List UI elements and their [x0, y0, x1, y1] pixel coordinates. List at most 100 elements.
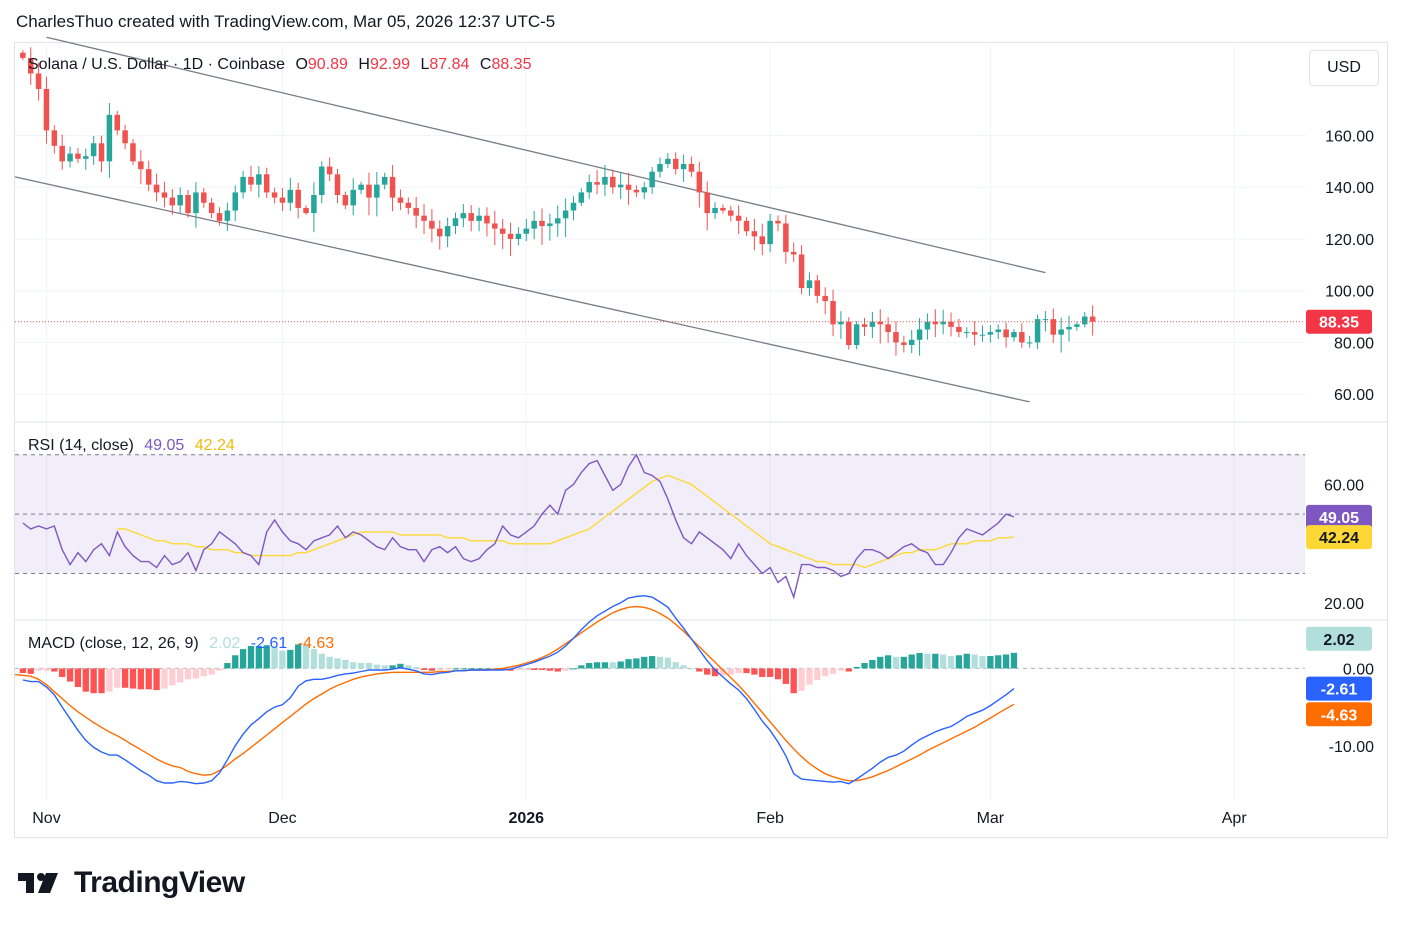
- macd-histogram-bar: [342, 659, 349, 669]
- macd-histogram-bar: [224, 663, 231, 669]
- macd-histogram-bar: [877, 656, 884, 669]
- candle-body: [130, 143, 136, 162]
- candle-body: [279, 197, 286, 203]
- candle-body: [67, 153, 73, 162]
- candle-body: [720, 207, 726, 211]
- candle-body: [696, 171, 703, 193]
- attribution-header: CharlesThuo created with TradingView.com…: [16, 12, 556, 31]
- macd-histogram-bar: [861, 663, 868, 669]
- macd-histogram-bar: [121, 668, 129, 688]
- x-tick-label: Apr: [1222, 810, 1248, 827]
- macd-histogram-bar: [554, 668, 561, 672]
- candle-body: [932, 321, 939, 325]
- candle-body: [751, 231, 758, 237]
- candle-body: [562, 210, 569, 219]
- macd-histogram-bar: [546, 668, 554, 671]
- macd-histogram-bar: [357, 663, 365, 669]
- candle-body: [389, 176, 396, 198]
- candle-body: [83, 156, 89, 159]
- candle-body: [594, 182, 600, 185]
- macd-histogram-bar: [208, 668, 215, 675]
- macd-line: [22, 594, 1015, 785]
- macd-histogram-bar: [562, 668, 569, 671]
- grid-lines: [15, 45, 1387, 800]
- price-tick-label: 140.00: [1325, 180, 1374, 197]
- macd-histogram-bar: [995, 655, 1002, 669]
- candle-body: [145, 169, 152, 185]
- macd-histogram-bar: [837, 668, 845, 671]
- macd-histogram-bar: [1002, 654, 1010, 669]
- candle-body: [586, 182, 592, 193]
- macd-histogram-bar: [271, 646, 278, 669]
- candle-body: [547, 223, 553, 227]
- candle-body: [964, 332, 970, 334]
- macd-histogram-bar: [719, 668, 727, 676]
- candle-body: [248, 176, 254, 185]
- macd-hist-badge: [1306, 626, 1372, 651]
- rsi-ma-badge: [1306, 525, 1372, 550]
- macd-histogram-bar: [853, 666, 860, 669]
- price-tick-label: 100.00: [1325, 284, 1374, 301]
- candle-body: [437, 228, 443, 237]
- open-label: O: [295, 56, 308, 73]
- candle-body: [413, 207, 419, 216]
- macd-signal-value: -4.63: [297, 635, 335, 652]
- candle-body: [263, 174, 270, 193]
- currency-button[interactable]: USD: [1309, 50, 1379, 86]
- candle-body: [523, 228, 530, 234]
- candle-body: [531, 220, 537, 229]
- macd-histogram-bar: [436, 668, 443, 670]
- macd-histogram-bar: [350, 662, 357, 669]
- macd-histogram-bar: [766, 668, 774, 677]
- high-label: H: [358, 56, 370, 73]
- macd-histogram-bar: [499, 668, 506, 670]
- open-value: 90.89: [307, 56, 348, 73]
- macd-histogram-bar: [884, 655, 892, 669]
- candle-body: [429, 220, 435, 229]
- candle-body: [610, 176, 616, 188]
- macd-title: MACD (close, 12, 26, 9): [28, 635, 199, 652]
- macd-histogram-bar: [625, 659, 632, 669]
- candle-body: [1058, 329, 1064, 335]
- candle-body: [153, 184, 160, 193]
- x-tick-label: Mar: [977, 810, 1005, 827]
- macd-histogram-bar: [405, 665, 412, 669]
- candle-body: [507, 233, 514, 239]
- macd-histogram-bar: [287, 649, 294, 669]
- candle-body: [122, 130, 128, 144]
- rsi-legend: RSI (14, close) 49.05 42.24: [28, 437, 241, 455]
- candle-body: [98, 143, 105, 162]
- candle-body: [877, 321, 883, 325]
- candle-body: [334, 174, 341, 195]
- macd-histogram-bar: [680, 665, 687, 669]
- price-legend: Solana / U.S. Dollar · 1D · Coinbase O90…: [28, 56, 537, 74]
- candle-body: [956, 326, 962, 333]
- candle-body: [672, 158, 679, 170]
- macd-histogram-bar: [648, 656, 656, 669]
- candle-body: [484, 215, 490, 224]
- candle-body: [1042, 319, 1049, 321]
- candle-body: [948, 321, 954, 327]
- macd-histogram-bar: [483, 668, 491, 670]
- candle-body: [838, 321, 844, 325]
- candle-body: [578, 192, 585, 203]
- macd-histogram-bar: [987, 656, 994, 669]
- last-price-badge-text: 88.35: [1319, 315, 1359, 332]
- tradingview-logo-icon: [18, 873, 58, 893]
- macd-hist-value: 2.02: [209, 635, 241, 652]
- macd-histogram-bar: [145, 668, 152, 690]
- macd-value: -2.61: [250, 635, 288, 652]
- macd-pane: [14, 594, 1305, 785]
- macd-badge: [1306, 676, 1372, 701]
- candle-body: [201, 192, 207, 203]
- candle-body: [358, 184, 364, 190]
- candle-body: [641, 187, 648, 193]
- macd-histogram-bar: [735, 668, 742, 674]
- macd-histogram-bar: [326, 656, 333, 669]
- macd-histogram-bar: [74, 668, 82, 688]
- macd-histogram-bar: [239, 649, 247, 669]
- macd-histogram-bar: [538, 668, 546, 670]
- macd-histogram-bar: [137, 668, 144, 690]
- candle-body: [59, 145, 65, 162]
